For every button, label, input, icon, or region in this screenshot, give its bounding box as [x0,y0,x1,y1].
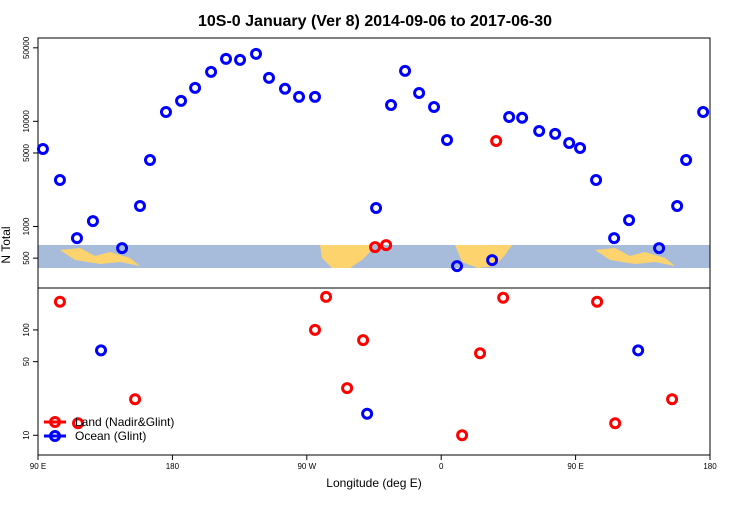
x-axis-label: Longitude (deg E) [326,476,421,490]
point [205,65,218,78]
point [250,47,263,60]
point [385,98,398,111]
point [574,141,587,154]
point [666,393,679,406]
x-tick-label: 90 E [30,462,46,471]
point [653,242,666,255]
point [309,323,322,336]
point [320,290,333,303]
x-tick-label: 90 E [567,462,583,471]
map-strip [38,245,710,268]
point [623,214,636,227]
point [441,133,454,146]
legend-label: Land (Nadir&Glint) [75,415,174,429]
y-tick-label: 50 [22,357,31,366]
point [369,241,382,254]
point [72,417,85,430]
y-tick-label: 500 [22,251,31,265]
x-tick-label: 180 [166,462,180,471]
point [697,105,710,118]
point [671,200,684,213]
point [175,94,188,107]
x-tick-label: 0 [439,462,444,471]
point [53,173,66,186]
point [632,344,645,357]
point [309,90,322,103]
point [159,105,172,118]
y-tick-label: 100 [22,323,31,337]
point [220,52,233,65]
point [86,215,99,228]
point [70,232,83,245]
point [591,295,604,308]
point [590,173,603,186]
point [189,81,202,94]
point [533,124,546,137]
point [609,417,622,430]
point [361,407,374,420]
point [451,260,464,273]
y-axis-label: N Total [0,226,13,263]
point [428,100,441,113]
point [357,334,370,347]
point [341,382,354,395]
point [490,134,503,147]
point [263,71,276,84]
point [516,111,529,124]
point [95,344,108,357]
chart-title: 10S-0 January (Ver 8) 2014-09-06 to 2017… [198,13,552,30]
y-tick-label: 5000 [22,144,31,162]
point [133,200,146,213]
point [413,86,426,99]
point [36,142,49,155]
point [116,242,129,255]
point [608,232,621,245]
point [278,82,291,95]
y-tick-label: 10 [22,430,31,439]
legend-marker [49,416,61,428]
x-tick-label: 180 [703,462,717,471]
y-tick-label: 10000 [22,110,31,133]
point [503,110,516,123]
point [293,90,306,103]
plot-frame [37,287,711,456]
point [399,64,412,77]
legend-marker [49,430,61,442]
point [486,254,499,267]
point [456,429,469,442]
point [680,153,693,166]
point [563,137,576,150]
point [234,53,247,66]
point [497,291,510,304]
y-tick-label: 50000 [22,36,31,59]
point [129,393,142,406]
point [474,347,487,360]
point [549,127,562,140]
point [370,201,383,214]
y-tick-label: 1000 [22,217,31,235]
point [144,153,156,166]
x-tick-label: 90 W [297,462,316,471]
legend-label: Ocean (Glint) [75,429,146,443]
point [380,239,393,252]
point [53,295,66,308]
